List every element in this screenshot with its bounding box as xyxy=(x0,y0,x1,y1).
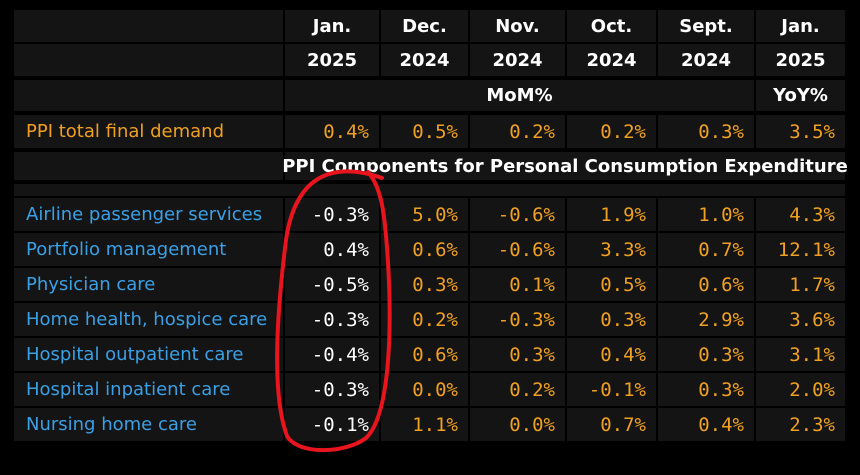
table-cell-value: -0.3% xyxy=(470,303,565,336)
ppi-table: Jan. 2025 Dec. 2024 Nov. 2024 Oct. 2024 Sept. 202… xyxy=(14,10,848,442)
table-row-label: Nursing home care xyxy=(14,408,283,441)
column-header-year: 2024 xyxy=(658,44,754,76)
table-cell-value: 0.2% xyxy=(381,303,468,336)
table-row-label: Hospital inpatient care xyxy=(14,373,283,406)
table-row-label: Home health, hospice care xyxy=(14,303,283,336)
yoy-group-label: YoY% xyxy=(756,80,845,111)
section-title: PPI Components for Personal Consumption … xyxy=(282,152,848,180)
column-header-month: Jan. xyxy=(756,10,845,42)
table-cell-value: 0.0% xyxy=(381,373,468,406)
table-cell-value: -0.1% xyxy=(567,373,656,406)
table-cell-value: 0.4% xyxy=(658,408,754,441)
table-cell-value: 0.3% xyxy=(470,338,565,371)
mom-group-label: MoM% xyxy=(285,80,754,111)
table-cell-value: -0.5% xyxy=(285,268,379,301)
total-row-value: 0.5% xyxy=(381,115,468,148)
table-row-label: Physician care xyxy=(14,268,283,301)
column-header-year: 2025 xyxy=(285,44,379,76)
table-cell-value: 1.0% xyxy=(658,198,754,231)
total-row-value: 0.4% xyxy=(285,115,379,148)
table-cell-value: 0.4% xyxy=(567,338,656,371)
table-cell-value: 12.1% xyxy=(756,233,845,266)
table-cell-value: 0.3% xyxy=(567,303,656,336)
table-cell-value: -0.3% xyxy=(285,198,379,231)
total-row-value: 0.2% xyxy=(470,115,565,148)
table-cell-value: 0.3% xyxy=(658,373,754,406)
table-row-label: Portfolio management xyxy=(14,233,283,266)
table-cell-value: 0.5% xyxy=(567,268,656,301)
table-cell-value: 1.7% xyxy=(756,268,845,301)
header-corner xyxy=(14,44,283,76)
table-cell-value: -0.1% xyxy=(285,408,379,441)
table-cell-value: 1.9% xyxy=(567,198,656,231)
column-header-year: 2024 xyxy=(470,44,565,76)
column-header-year: 2025 xyxy=(756,44,845,76)
table-cell-value: 0.1% xyxy=(470,268,565,301)
header-corner xyxy=(14,80,283,111)
total-row-value: 0.3% xyxy=(658,115,754,148)
table-cell-value: 0.4% xyxy=(285,233,379,266)
column-header-month: Oct. xyxy=(567,10,656,42)
section-spacer xyxy=(14,184,845,196)
table-row-label: Hospital outpatient care xyxy=(14,338,283,371)
table-cell-value: 3.6% xyxy=(756,303,845,336)
table-cell-value: 0.6% xyxy=(381,338,468,371)
table-cell-value: 1.1% xyxy=(381,408,468,441)
table-cell-value: 3.1% xyxy=(756,338,845,371)
column-header-year: 2024 xyxy=(567,44,656,76)
table-cell-value: 0.7% xyxy=(658,233,754,266)
column-header-month: Jan. xyxy=(285,10,379,42)
table-cell-value: -0.3% xyxy=(285,303,379,336)
column-header-year: 2024 xyxy=(381,44,468,76)
table-cell-value: -0.6% xyxy=(470,233,565,266)
total-row-label: PPI total final demand xyxy=(14,115,283,148)
table-cell-value: 0.6% xyxy=(658,268,754,301)
column-header-month: Nov. xyxy=(470,10,565,42)
table-cell-value: 2.9% xyxy=(658,303,754,336)
table-cell-value: 2.0% xyxy=(756,373,845,406)
table-cell-value: 0.0% xyxy=(470,408,565,441)
table-cell-value: 0.3% xyxy=(381,268,468,301)
section-blank xyxy=(14,152,283,180)
table-cell-value: 5.0% xyxy=(381,198,468,231)
table-cell-value: -0.4% xyxy=(285,338,379,371)
table-cell-value: -0.3% xyxy=(285,373,379,406)
table-cell-value: 0.6% xyxy=(381,233,468,266)
table-cell-value: -0.6% xyxy=(470,198,565,231)
column-header-month: Sept. xyxy=(658,10,754,42)
table-cell-value: 0.2% xyxy=(470,373,565,406)
table-cell-value: 0.3% xyxy=(658,338,754,371)
total-row-value: 3.5% xyxy=(756,115,845,148)
table-cell-value: 0.7% xyxy=(567,408,656,441)
column-header-month: Dec. xyxy=(381,10,468,42)
table-cell-value: 3.3% xyxy=(567,233,656,266)
total-row-value: 0.2% xyxy=(567,115,656,148)
table-cell-value: 2.3% xyxy=(756,408,845,441)
table-cell-value: 4.3% xyxy=(756,198,845,231)
table-row-label: Airline passenger services xyxy=(14,198,283,231)
header-corner xyxy=(14,10,283,42)
